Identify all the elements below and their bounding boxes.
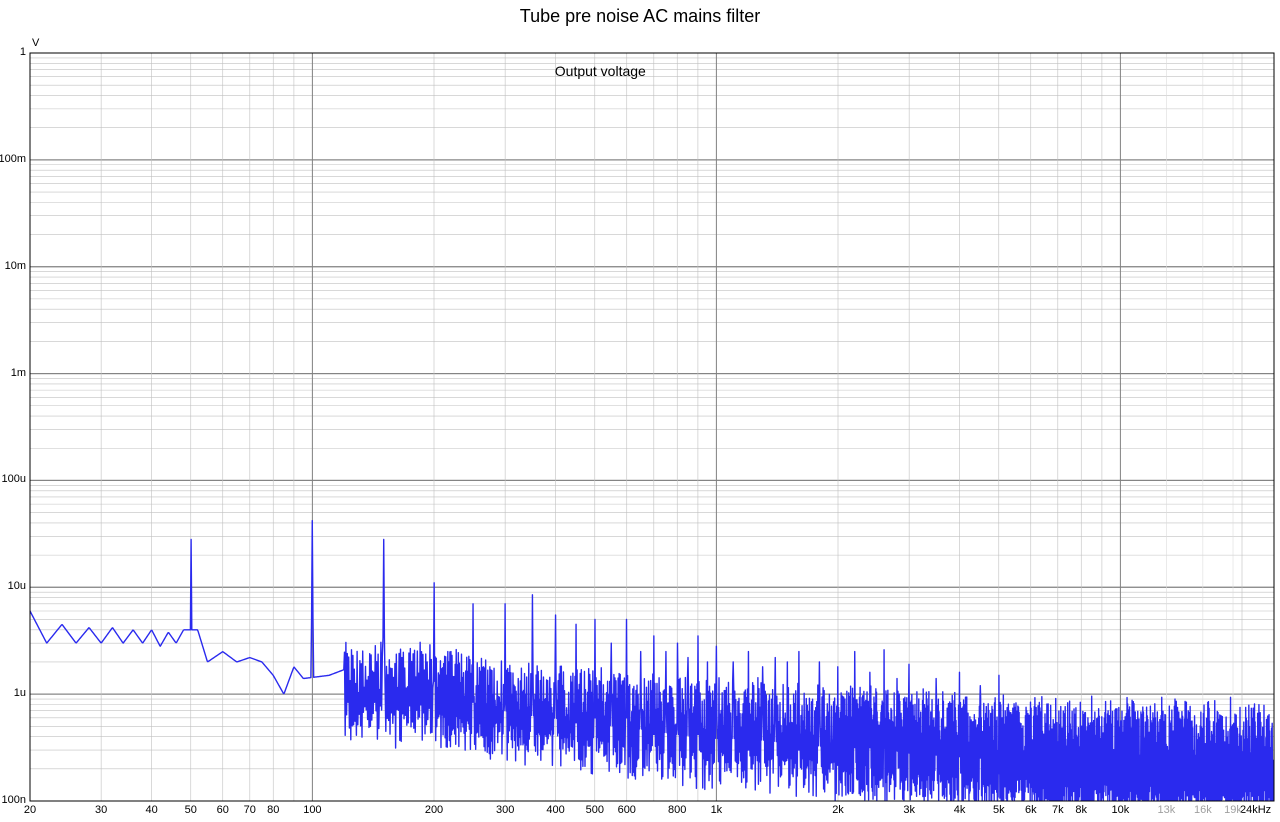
x-tick-label: 600 — [618, 804, 636, 816]
x-tick-label: 7k — [1052, 804, 1064, 816]
x-tick-label: 100 — [303, 804, 321, 816]
x-tick-label: 300 — [496, 804, 514, 816]
x-tick-label: 3k — [903, 804, 915, 816]
x-tick-label: 19k — [1224, 804, 1242, 816]
x-tick-label: 10k — [1112, 804, 1130, 816]
x-tick-label: 6k — [1025, 804, 1037, 816]
x-tick-label: 30 — [95, 804, 107, 816]
y-tick-label: 1u — [0, 687, 26, 699]
x-tick-label: 8k — [1075, 804, 1087, 816]
x-tick-label: 400 — [546, 804, 564, 816]
x-tick-label: 500 — [586, 804, 604, 816]
x-tick-label: 70 — [244, 804, 256, 816]
y-tick-label: 1m — [0, 367, 26, 379]
y-tick-label: 1 — [0, 46, 26, 58]
x-tick-label: 16k — [1194, 804, 1212, 816]
y-tick-label: 10m — [0, 260, 26, 272]
x-tick-label: 20 — [24, 804, 36, 816]
x-tick-label: 4k — [954, 804, 966, 816]
x-tick-label: 200 — [425, 804, 443, 816]
x-tick-label: 50 — [185, 804, 197, 816]
spectrum-plot — [0, 0, 1280, 822]
x-tick-label: 60 — [217, 804, 229, 816]
x-tick-label: 1k — [711, 804, 723, 816]
x-tick-label: 5k — [993, 804, 1005, 816]
y-tick-label: 100m — [0, 153, 26, 165]
x-tick-label: 40 — [145, 804, 157, 816]
legend-output-voltage: Output voltage — [555, 63, 646, 79]
y-axis-unit: V — [32, 37, 39, 49]
x-tick-label: 80 — [267, 804, 279, 816]
x-tick-label: 800 — [668, 804, 686, 816]
x-tick-label: 2k — [832, 804, 844, 816]
y-tick-label: 100u — [0, 473, 26, 485]
x-tick-label: 13k — [1158, 804, 1176, 816]
y-tick-label: 100n — [0, 794, 26, 806]
x-axis-unit: 24kHz — [1240, 804, 1271, 816]
y-tick-label: 10u — [0, 580, 26, 592]
